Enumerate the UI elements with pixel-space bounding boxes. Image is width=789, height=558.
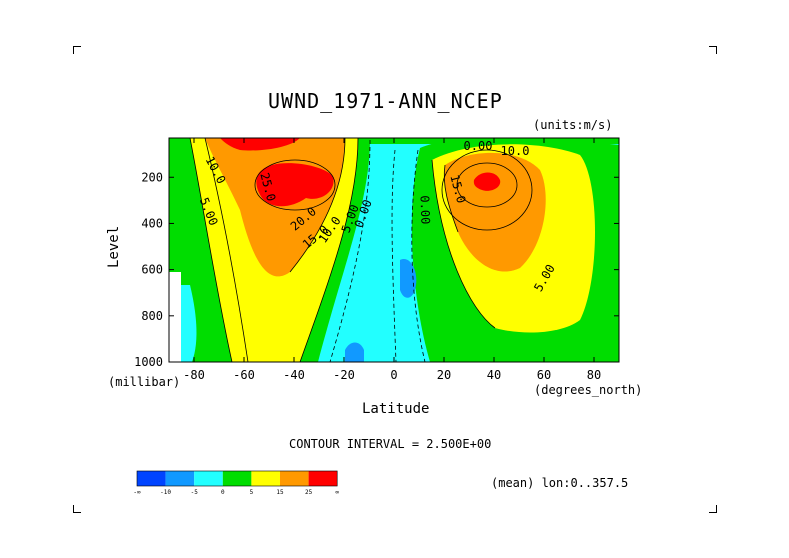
crop-mark-top-left: [73, 46, 81, 54]
x-tick-label: -40: [283, 368, 305, 382]
x-tick-label: -80: [183, 368, 205, 382]
x-tick-label: -60: [233, 368, 255, 382]
y-tick-label: 600: [141, 263, 163, 277]
northern-jet: [411, 138, 619, 362]
y-tick-label: 800: [141, 309, 163, 323]
x-tick-label: 20: [437, 368, 451, 382]
contour-label: 0.00: [464, 139, 493, 153]
crop-mark-top-right: [709, 46, 717, 54]
negative-patch-2: [345, 342, 364, 362]
units-label: (units:m/s): [533, 118, 613, 132]
axes-layer: -80 -60 -40 -20 0 20 40 60 80 200 400 600 800 1000: [134, 138, 619, 382]
negative-patch-1: [400, 259, 417, 298]
y-unit-label: (millibar): [108, 375, 181, 389]
x-tick-label: -20: [333, 368, 355, 382]
crop-mark-bottom-left: [73, 505, 81, 513]
contour-interval-text: CONTOUR INTERVAL = 2.500E+00: [289, 437, 492, 451]
x-tick-label: 40: [487, 368, 501, 382]
contour-label: 10.0: [501, 144, 530, 158]
chart-title: UWND_1971-ANN_NCEP: [268, 89, 503, 113]
y-tick-label: 1000: [134, 355, 163, 369]
missing-data-region: [169, 272, 181, 362]
y-tick-label: 400: [141, 216, 163, 230]
x-axis-label: Latitude: [362, 401, 430, 417]
x-tick-label: 60: [537, 368, 551, 382]
x-tick-label: 0: [390, 368, 397, 382]
mean-text: (mean) lon:0..357.5: [491, 476, 629, 490]
contour-label: 0.00: [417, 195, 432, 224]
y-tick-label: 200: [141, 170, 163, 184]
x-tick-label: 80: [587, 368, 601, 382]
y-axis-label: Level: [106, 225, 122, 268]
crop-mark-bottom-right: [709, 505, 717, 513]
x-unit-label: (degrees_north): [534, 383, 643, 397]
